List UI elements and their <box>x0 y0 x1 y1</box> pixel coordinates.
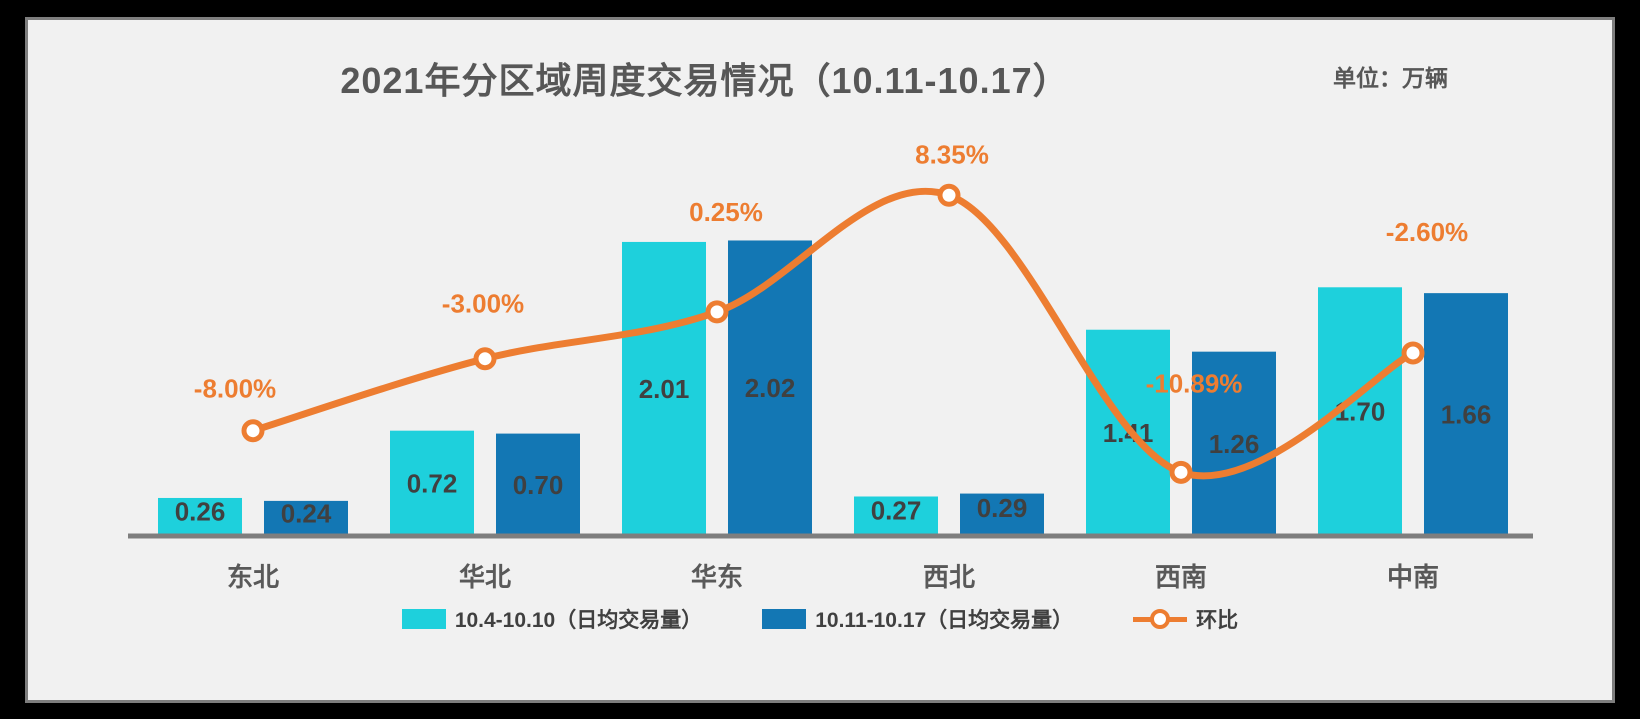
category-label-中南: 中南 <box>1387 562 1439 592</box>
bar-s2-中南 <box>1424 293 1508 536</box>
legend-label-week1: 10.4-10.10（日均交易量） <box>454 609 703 632</box>
legend-label-ratio: 环比 <box>1196 609 1239 632</box>
bar-s1-华北 <box>390 430 474 536</box>
legend-swatch-week1-icon <box>401 609 446 629</box>
ratio-value-label-华东: 0.25% <box>689 197 763 227</box>
bar-value-label-s1-东北: 0.26 <box>175 496 226 526</box>
legend-label-week2: 10.11-10.17（日均交易量） <box>815 609 1074 632</box>
bar-s1-东北 <box>158 497 242 536</box>
bar-s1-华东 <box>622 241 706 536</box>
bar-value-label-s2-东北: 0.24 <box>281 499 332 529</box>
bar-s1-西北 <box>854 496 938 536</box>
bar-value-label-s1-西北: 0.27 <box>871 495 922 525</box>
ratio-value-label-西南: -10.89% <box>1146 368 1243 398</box>
category-label-东北: 东北 <box>227 562 279 592</box>
legend-line-marker-icon <box>1133 608 1188 630</box>
ratio-marker-东北 <box>241 419 265 443</box>
bar-s2-西北 <box>960 493 1044 536</box>
ratio-marker-华东 <box>705 300 729 324</box>
bar-value-label-s2-西北: 0.29 <box>977 493 1028 523</box>
ratio-value-label-中南: -2.60% <box>1386 217 1468 247</box>
ratio-marker-中南 <box>1401 341 1425 365</box>
legend-item-week1: 10.4-10.10（日均交易量） <box>401 604 703 634</box>
bar-value-label-s2-中南: 1.66 <box>1441 400 1492 430</box>
bar-s2-华北 <box>496 433 580 536</box>
bar-value-label-s1-中南: 1.70 <box>1335 397 1386 427</box>
category-label-华北: 华北 <box>459 562 511 592</box>
bar-value-label-s1-华北: 0.72 <box>407 468 458 498</box>
bar-value-label-s1-华东: 2.01 <box>639 374 690 404</box>
bar-value-label-s2-西南: 1.26 <box>1209 429 1260 459</box>
category-label-西南: 西南 <box>1155 562 1207 592</box>
ratio-marker-西南 <box>1169 460 1193 484</box>
ratio-value-label-西北: 8.35% <box>915 139 989 169</box>
chart-legend: 10.4-10.10（日均交易量） 10.11-10.17（日均交易量） 环比 <box>0 604 1640 634</box>
ratio-marker-西北 <box>937 183 961 207</box>
category-label-华东: 华东 <box>691 562 743 592</box>
category-label-西北: 西北 <box>923 562 975 592</box>
legend-swatch-week2-icon <box>762 609 807 629</box>
chart-title: 2021年分区域周度交易情况（10.11-10.17） <box>340 60 1070 101</box>
bar-s2-西南 <box>1192 351 1276 536</box>
bar-s2-华东 <box>728 240 812 536</box>
bar-value-label-s2-华北: 0.70 <box>513 470 564 500</box>
ratio-value-label-华北: -3.00% <box>442 289 524 319</box>
legend-item-ratio: 环比 <box>1133 604 1238 634</box>
bar-s2-东北 <box>264 500 348 536</box>
ratio-marker-华北 <box>473 347 497 371</box>
legend-item-week2: 10.11-10.17（日均交易量） <box>762 604 1073 634</box>
ratio-value-label-东北: -8.00% <box>194 374 276 404</box>
bar-value-label-s2-华东: 2.02 <box>745 373 796 403</box>
unit-label: 单位：万辆 <box>1333 65 1448 91</box>
